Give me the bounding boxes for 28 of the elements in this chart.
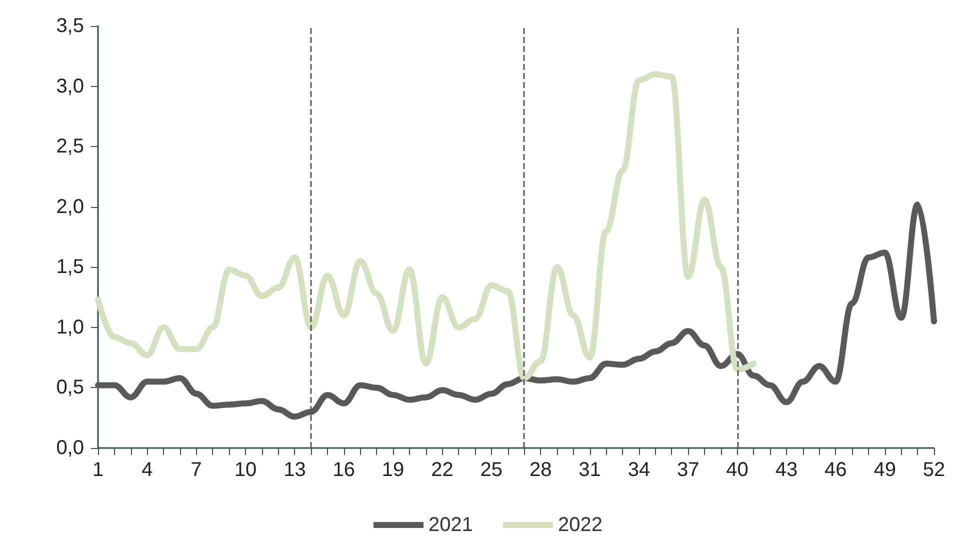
x-tick-label: 43: [775, 459, 798, 481]
x-tick-label: 31: [578, 459, 601, 481]
x-tick-label: 28: [529, 459, 552, 481]
x-tick-label: 37: [676, 459, 700, 481]
x-tick-label: 34: [628, 459, 650, 481]
legend-label: 2021: [428, 514, 474, 536]
x-tick-label: 49: [874, 459, 896, 481]
y-tick-label: 0,0: [56, 437, 84, 459]
x-tick-label: 4: [142, 459, 153, 481]
y-tick-label: 2,5: [56, 136, 84, 158]
x-tick-label: 40: [726, 459, 748, 481]
y-tick-label: 3,0: [56, 75, 84, 98]
x-tick-label: 52: [922, 459, 946, 481]
y-tick-label: 1,5: [56, 256, 84, 278]
x-tick-label: 16: [332, 459, 356, 481]
x-tick-label: 19: [382, 459, 404, 481]
x-tick-label: 10: [234, 459, 257, 481]
x-tick-label: 1: [92, 459, 104, 481]
x-tick-label: 46: [824, 459, 847, 481]
y-tick-label: 0,5: [56, 376, 84, 399]
x-tick-label: 7: [190, 459, 202, 481]
y-tick-label: 3,5: [56, 15, 84, 37]
x-tick-label: 22: [431, 459, 454, 481]
legend-label: 2022: [558, 514, 602, 536]
x-tick-label: 13: [284, 459, 306, 481]
x-tick-label: 25: [480, 459, 503, 481]
y-tick-label: 2,0: [56, 196, 84, 218]
y-tick-label: 1,0: [56, 316, 84, 338]
